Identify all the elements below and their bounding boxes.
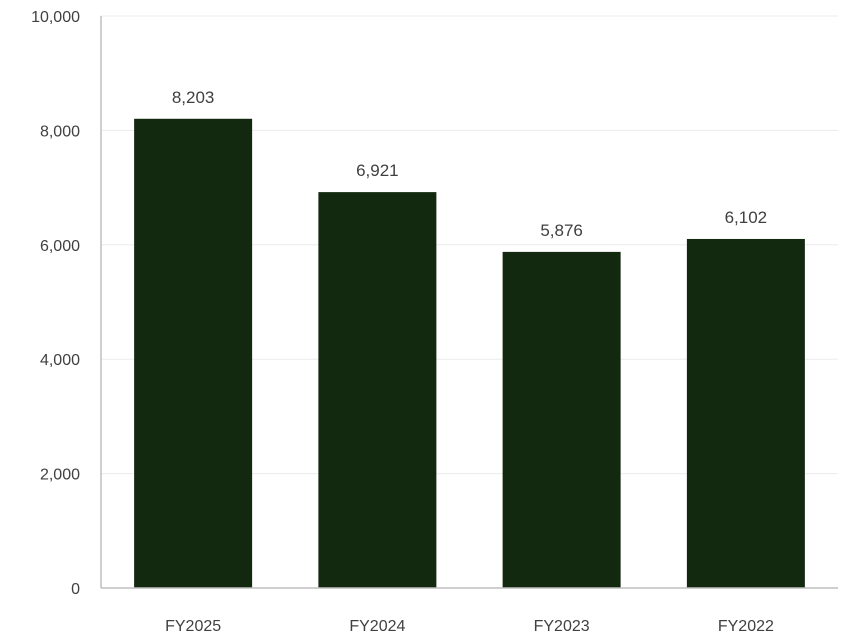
bar-fy2022: [686, 238, 805, 588]
x-tick-label: FY2022: [718, 618, 774, 635]
data-label: 6,921: [356, 161, 399, 180]
x-tick-label: FY2025: [165, 618, 221, 635]
data-label: 8,203: [172, 88, 215, 107]
y-tick-label: 0: [71, 581, 80, 598]
y-tick-label: 6,000: [40, 238, 80, 255]
bars: [134, 118, 805, 589]
x-tick-label: FY2024: [349, 618, 405, 635]
y-tick-label: 10,000: [31, 9, 80, 26]
bar-fy2023: [502, 251, 621, 588]
data-label: 6,102: [725, 208, 768, 227]
y-tick-label: 4,000: [40, 352, 80, 369]
data-label: 5,876: [540, 221, 583, 240]
bar-fy2025: [134, 118, 253, 589]
bar-fy2024: [318, 192, 437, 588]
y-tick-label: 8,000: [40, 123, 80, 140]
x-axis-ticks: FY2025 FY2024 FY2023 FY2022: [165, 618, 774, 635]
data-labels: 8,203 6,921 5,876 6,102: [172, 88, 767, 240]
x-tick-label: FY2023: [534, 618, 590, 635]
y-axis-ticks: 0 2,000 4,000 6,000 8,000 10,000: [31, 9, 80, 598]
y-tick-label: 2,000: [40, 467, 80, 484]
